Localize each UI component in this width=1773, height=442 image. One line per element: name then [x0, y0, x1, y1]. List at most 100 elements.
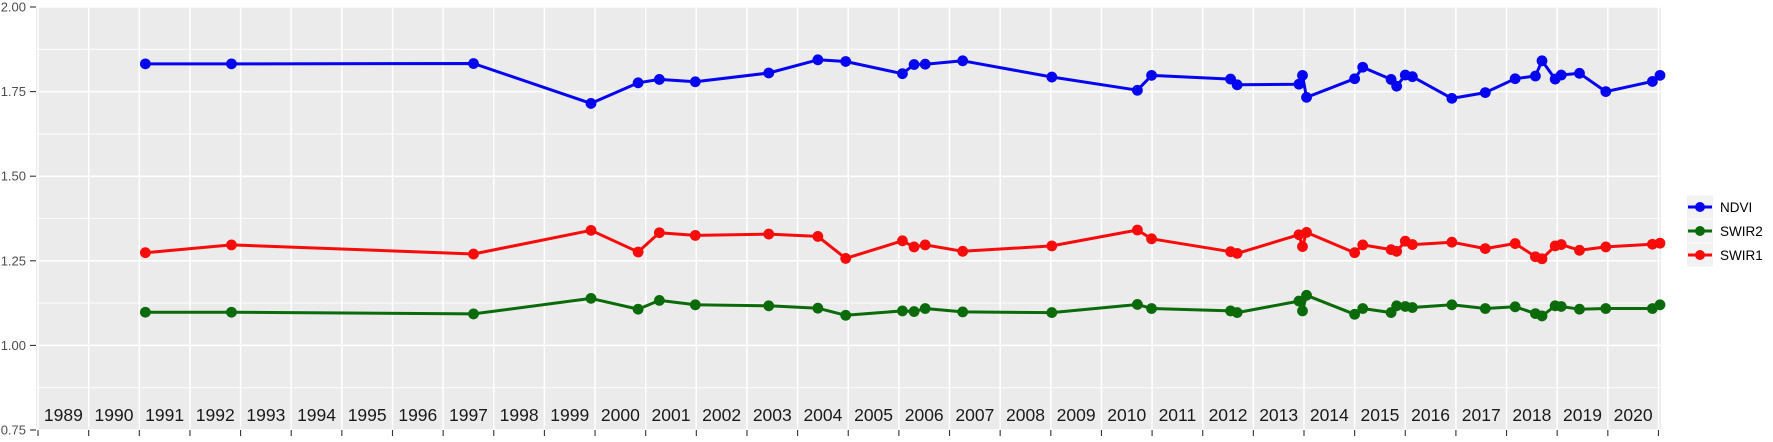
data-point-NDVI	[840, 56, 852, 67]
x-tick-label-2002: 2002	[702, 405, 741, 425]
data-point-NDVI	[1479, 87, 1491, 99]
data-point-NDVI	[226, 58, 237, 70]
data-point-SWIR2	[1046, 307, 1058, 318]
data-point-NDVI	[897, 68, 908, 80]
x-tick-label-2005: 2005	[854, 405, 893, 425]
data-point-SWIR2	[1600, 303, 1612, 314]
data-point-NDVI	[1509, 73, 1521, 85]
data-point-SWIR1	[1536, 253, 1548, 265]
data-point-SWIR2	[1391, 300, 1403, 312]
data-point-NDVI	[1555, 69, 1567, 81]
data-point-SWIR2	[763, 300, 775, 312]
x-tick-label-2020: 2020	[1614, 405, 1653, 425]
data-point-SWIR1	[139, 247, 151, 259]
x-tick-label-2006: 2006	[905, 405, 944, 425]
data-point-SWIR2	[812, 302, 824, 314]
x-tick-label-2012: 2012	[1209, 405, 1248, 425]
legend-label-SWIR1: SWIR1	[1720, 248, 1763, 263]
x-tick-label-2010: 2010	[1107, 405, 1146, 425]
x-tick-label-2008: 2008	[1006, 405, 1045, 425]
data-point-SWIR1	[689, 230, 701, 241]
data-point-SWIR2	[1301, 289, 1312, 301]
data-point-SWIR1	[632, 246, 644, 258]
data-point-NDVI	[1349, 73, 1361, 85]
data-point-NDVI	[1357, 61, 1369, 73]
x-tick-label-2004: 2004	[803, 405, 842, 425]
data-point-SWIR2	[840, 309, 852, 321]
data-point-NDVI	[1231, 79, 1243, 91]
x-tick-label-2014: 2014	[1310, 405, 1349, 425]
data-point-SWIR1	[1509, 238, 1521, 249]
data-point-SWIR1	[1297, 241, 1308, 252]
data-point-SWIR1	[957, 245, 969, 257]
data-point-SWIR2	[1479, 303, 1491, 314]
x-tick-label-2009: 2009	[1057, 405, 1096, 425]
data-point-NDVI	[653, 74, 665, 85]
data-point-SWIR1	[1301, 226, 1312, 238]
data-point-SWIR2	[919, 303, 931, 314]
x-tick-label-2019: 2019	[1563, 405, 1602, 425]
data-point-SWIR1	[919, 239, 931, 251]
x-tick-label-2018: 2018	[1512, 405, 1551, 425]
data-point-NDVI	[1574, 67, 1585, 79]
data-point-NDVI	[812, 54, 824, 66]
data-point-SWIR1	[1357, 239, 1369, 251]
data-point-SWIR2	[689, 299, 701, 311]
legend-point-SWIR2	[1695, 226, 1705, 236]
data-point-NDVI	[468, 58, 479, 69]
data-point-SWIR1	[908, 241, 920, 253]
data-point-NDVI	[1530, 70, 1541, 82]
data-point-NDVI	[1600, 86, 1612, 97]
data-point-NDVI	[1046, 71, 1058, 83]
data-point-NDVI	[1536, 55, 1548, 67]
data-point-SWIR1	[1146, 233, 1157, 245]
data-point-SWIR1	[1349, 247, 1361, 259]
data-point-NDVI	[919, 58, 931, 70]
x-tick-label-1993: 1993	[246, 405, 285, 425]
data-point-SWIR2	[1349, 308, 1361, 320]
data-point-SWIR1	[1654, 237, 1666, 249]
data-point-NDVI	[1646, 76, 1658, 87]
y-tick-label-1.50: 1.50	[1, 169, 26, 184]
y-tick-label-1.00: 1.00	[1, 338, 26, 353]
data-point-SWIR1	[1046, 240, 1058, 252]
y-tick-label-1.75: 1.75	[1, 84, 26, 99]
x-tick-label-2003: 2003	[753, 405, 792, 425]
x-tick-label-2016: 2016	[1411, 405, 1450, 425]
data-point-SWIR1	[763, 228, 775, 240]
y-tick-label-2.00: 2.00	[1, 0, 26, 15]
x-tick-label-2000: 2000	[601, 405, 640, 425]
x-tick-label-2015: 2015	[1360, 405, 1399, 425]
data-point-NDVI	[1293, 78, 1305, 90]
data-point-SWIR1	[1479, 243, 1491, 255]
data-point-SWIR2	[897, 305, 908, 317]
x-tick-label-2007: 2007	[955, 405, 994, 425]
data-point-NDVI	[1146, 69, 1157, 81]
x-tick-label-1997: 1997	[449, 405, 488, 425]
data-point-SWIR2	[1146, 303, 1157, 314]
data-point-SWIR2	[1231, 307, 1243, 318]
x-tick-label-1990: 1990	[95, 405, 134, 425]
data-point-SWIR1	[1406, 239, 1418, 250]
x-tick-label-1995: 1995	[348, 405, 387, 425]
x-tick-label-2011: 2011	[1159, 405, 1197, 425]
data-point-SWIR2	[1509, 301, 1521, 313]
data-point-SWIR2	[653, 294, 665, 306]
data-point-NDVI	[632, 77, 644, 89]
data-point-SWIR2	[585, 292, 597, 304]
data-point-NDVI	[1131, 84, 1143, 96]
data-point-SWIR1	[1446, 236, 1458, 248]
data-point-SWIR1	[468, 248, 479, 260]
data-point-SWIR2	[1574, 303, 1585, 315]
x-tick-label-1991: 1991	[145, 405, 184, 425]
data-point-NDVI	[763, 67, 775, 79]
data-point-NDVI	[1301, 91, 1312, 103]
data-point-NDVI	[1446, 92, 1458, 104]
data-point-SWIR1	[1391, 245, 1403, 257]
data-point-SWIR1	[585, 224, 597, 236]
data-point-SWIR1	[1574, 244, 1585, 256]
data-point-SWIR2	[1357, 303, 1369, 314]
legend-point-NDVI	[1695, 202, 1705, 212]
data-point-SWIR2	[1131, 299, 1143, 310]
